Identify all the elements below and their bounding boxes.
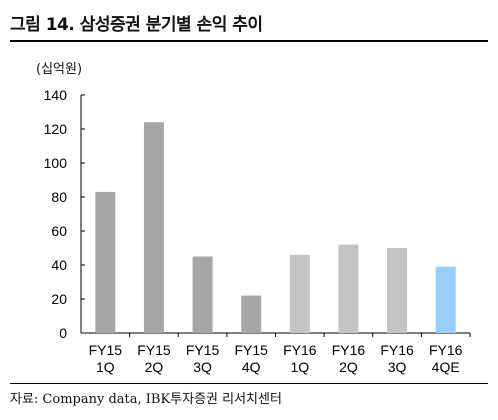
figure-title: 그림 14. 삼성증권 분기별 손익 추이: [10, 15, 263, 35]
source-note: 자료: Company data, IBK투자증권 리서치센터: [10, 392, 282, 407]
bar: [387, 248, 408, 333]
x-tick-label: 2Q: [339, 359, 358, 375]
bar: [95, 191, 116, 333]
x-tick-label: FY15: [234, 342, 268, 358]
x-tick-label: 1Q: [290, 359, 309, 375]
x-tick-label: FY15: [186, 342, 220, 358]
x-tick-label: 1Q: [96, 359, 115, 375]
x-tick-label: FY16: [429, 342, 463, 358]
unit-label: (십억원): [36, 62, 83, 77]
y-tick-label: 60: [51, 223, 67, 239]
y-tick-label: 140: [44, 87, 68, 103]
source-rule: [10, 383, 488, 384]
y-tick-label: 80: [51, 189, 67, 205]
x-tick-label: 4QE: [432, 359, 460, 375]
y-tick-label: 40: [51, 257, 67, 273]
x-tick-label: FY16: [283, 342, 317, 358]
bar: [435, 266, 456, 333]
x-tick-label: 3Q: [388, 359, 407, 375]
y-tick-label: 20: [51, 291, 67, 307]
x-tick-label: 4Q: [242, 359, 261, 375]
bar: [143, 122, 164, 333]
x-tick-label: 3Q: [193, 359, 212, 375]
bar: [241, 295, 262, 333]
y-tick-label: 100: [44, 155, 68, 171]
x-tick-label: 2Q: [145, 359, 164, 375]
y-tick-label: 120: [44, 121, 68, 137]
x-tick-label: FY16: [332, 342, 366, 358]
bar: [289, 254, 310, 333]
bar: [338, 244, 359, 333]
y-tick-label: 0: [59, 325, 67, 341]
x-tick-label: FY15: [137, 342, 171, 358]
x-tick-label: FY16: [380, 342, 414, 358]
bar-chart: 020406080100120140FY151QFY152QFY153QFY15…: [44, 87, 471, 375]
bar: [192, 256, 213, 333]
x-tick-label: FY15: [89, 342, 123, 358]
title-rule: [10, 40, 488, 42]
